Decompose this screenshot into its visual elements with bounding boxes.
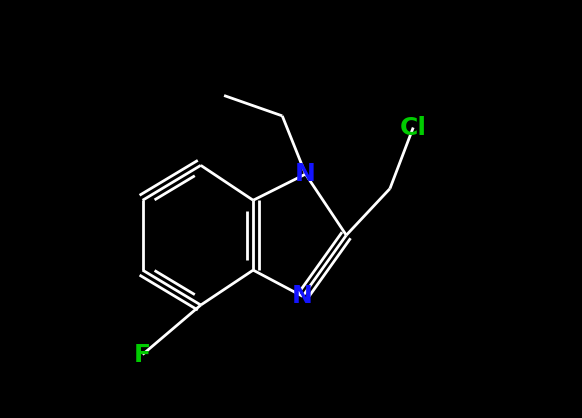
Text: F: F [134,342,151,367]
Text: N: N [295,162,316,186]
Text: N: N [292,284,313,308]
Text: Cl: Cl [400,115,427,140]
